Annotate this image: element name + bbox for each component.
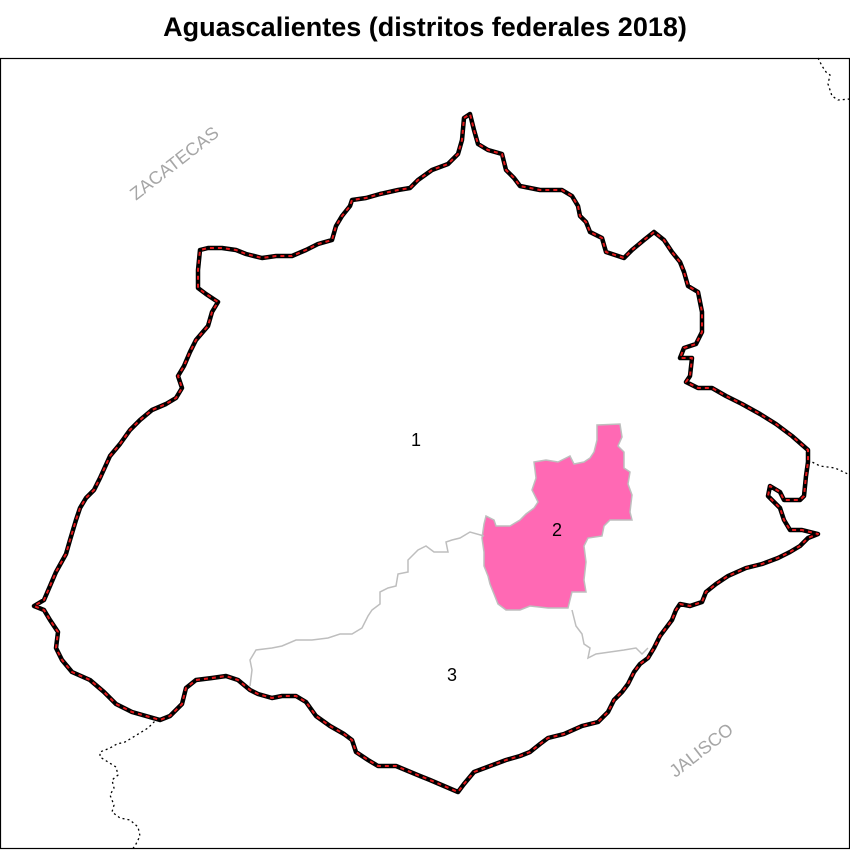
neighbor-border-northeast (817, 57, 850, 101)
district-2-3-boundary (571, 609, 649, 660)
state-outline (31, 111, 821, 795)
neighbor-border-southwest (99, 717, 159, 850)
district-2-label: 2 (552, 520, 562, 540)
district-1-label: 1 (411, 430, 421, 450)
neighbor-label-jalisco: JALISCO (666, 719, 737, 781)
neighbor-label-zacatecas: ZACATECAS (126, 123, 222, 204)
neighbor-border-east (807, 459, 850, 476)
district-1-3-boundary (249, 531, 485, 687)
district-2-area[interactable] (481, 423, 633, 611)
district-3-label: 3 (447, 665, 457, 685)
map-title: Aguascalientes (distritos federales 2018… (163, 12, 687, 42)
state-outline-base (31, 111, 821, 795)
state-outline-dashed (33, 113, 819, 793)
